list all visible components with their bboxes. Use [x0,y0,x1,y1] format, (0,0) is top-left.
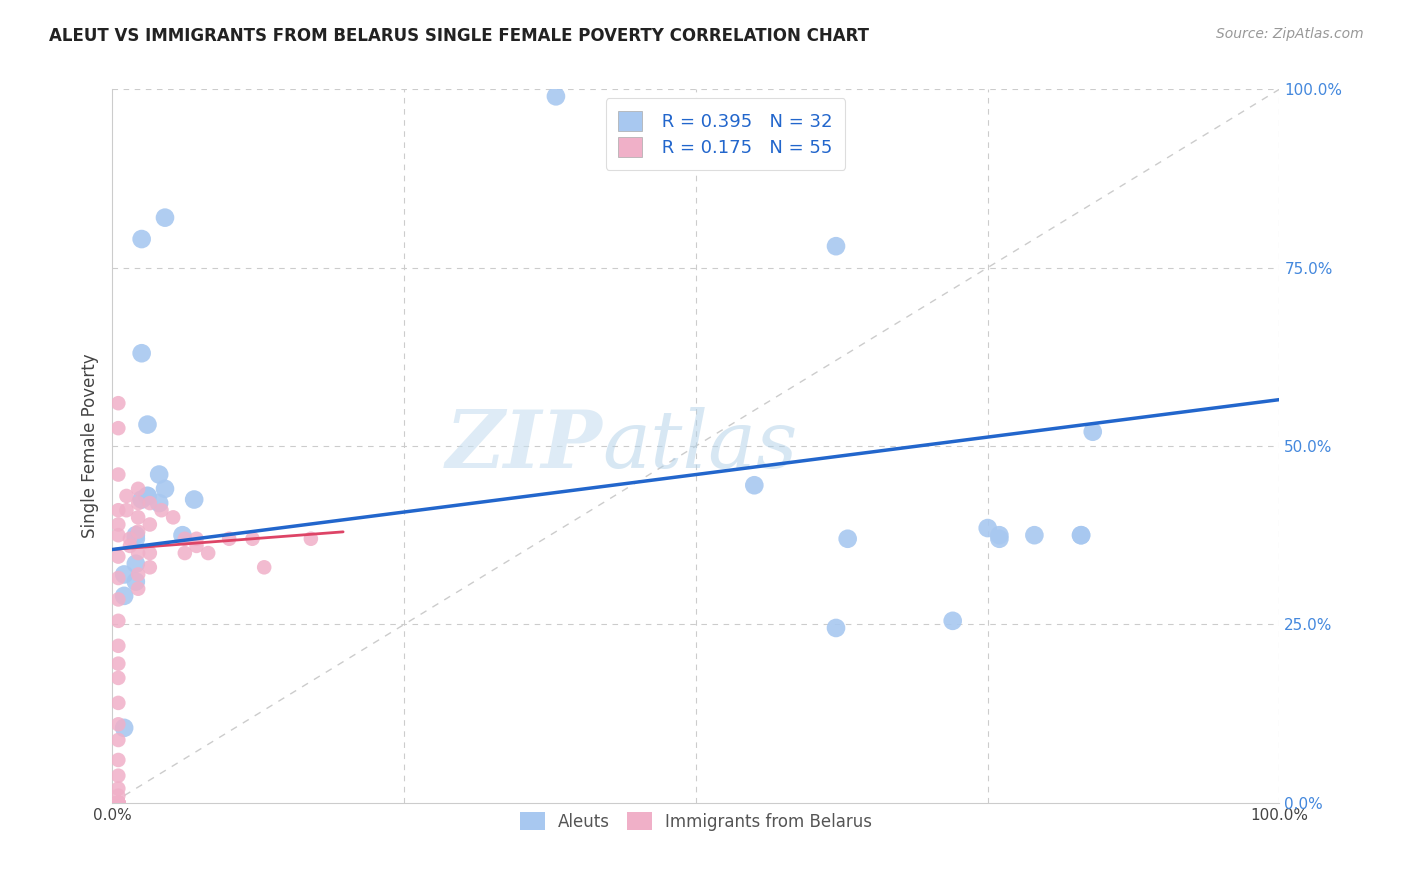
Point [107,528,129,542]
Point [1070,528,1092,542]
Point [107,781,129,796]
Point [127,496,149,510]
Point [107,796,129,810]
Point [127,482,149,496]
Point [131,346,153,360]
Point [173,532,195,546]
Point [107,796,129,810]
Point [131,232,153,246]
Point [153,211,176,225]
Point [825,621,848,635]
Point [136,417,159,432]
Point [139,560,162,574]
Y-axis label: Single Female Poverty: Single Female Poverty [80,354,98,538]
Point [107,467,129,482]
Point [186,539,208,553]
Point [107,396,129,410]
Point [112,589,135,603]
Point [107,733,129,747]
Point [744,478,766,492]
Point [107,789,129,803]
Point [112,721,135,735]
Point [107,571,129,585]
Point [988,528,1011,542]
Point [115,489,138,503]
Point [162,510,184,524]
Point [942,614,965,628]
Legend: Aleuts, Immigrants from Belarus: Aleuts, Immigrants from Belarus [513,805,879,838]
Point [299,532,322,546]
Point [107,671,129,685]
Point [107,592,129,607]
Point [107,421,129,435]
Point [976,521,998,535]
Point [1070,528,1092,542]
Point [242,532,264,546]
Text: ALEUT VS IMMIGRANTS FROM BELARUS SINGLE FEMALE POVERTY CORRELATION CHART: ALEUT VS IMMIGRANTS FROM BELARUS SINGLE … [49,27,869,45]
Point [1081,425,1104,439]
Point [112,567,135,582]
Point [139,496,162,510]
Point [125,528,148,542]
Point [107,796,129,810]
Point [127,582,149,596]
Text: atlas: atlas [603,408,799,484]
Point [148,467,170,482]
Point [127,510,149,524]
Point [197,546,219,560]
Point [107,549,129,564]
Point [107,796,129,810]
Point [107,796,129,810]
Point [127,546,149,560]
Text: Source: ZipAtlas.com: Source: ZipAtlas.com [1216,27,1364,41]
Point [544,89,567,103]
Point [107,657,129,671]
Point [107,796,129,810]
Point [186,532,208,546]
Point [136,489,159,503]
Point [125,532,148,546]
Point [107,796,129,810]
Point [218,532,240,546]
Point [148,496,170,510]
Point [107,503,129,517]
Point [988,532,1011,546]
Point [136,489,159,503]
Point [139,546,162,560]
Point [131,492,153,507]
Point [107,696,129,710]
Point [118,532,141,546]
Point [127,524,149,539]
Point [107,717,129,731]
Point [107,796,129,810]
Point [118,539,141,553]
Point [107,517,129,532]
Point [107,753,129,767]
Point [153,482,176,496]
Point [107,769,129,783]
Point [837,532,859,546]
Point [253,560,276,574]
Point [173,546,195,560]
Point [107,639,129,653]
Point [1024,528,1046,542]
Point [125,574,148,589]
Point [125,557,148,571]
Point [150,503,173,517]
Point [183,492,205,507]
Point [107,614,129,628]
Text: ZIP: ZIP [446,408,603,484]
Point [115,503,138,517]
Point [825,239,848,253]
Point [127,567,149,582]
Point [139,517,162,532]
Point [172,528,194,542]
Point [107,796,129,810]
